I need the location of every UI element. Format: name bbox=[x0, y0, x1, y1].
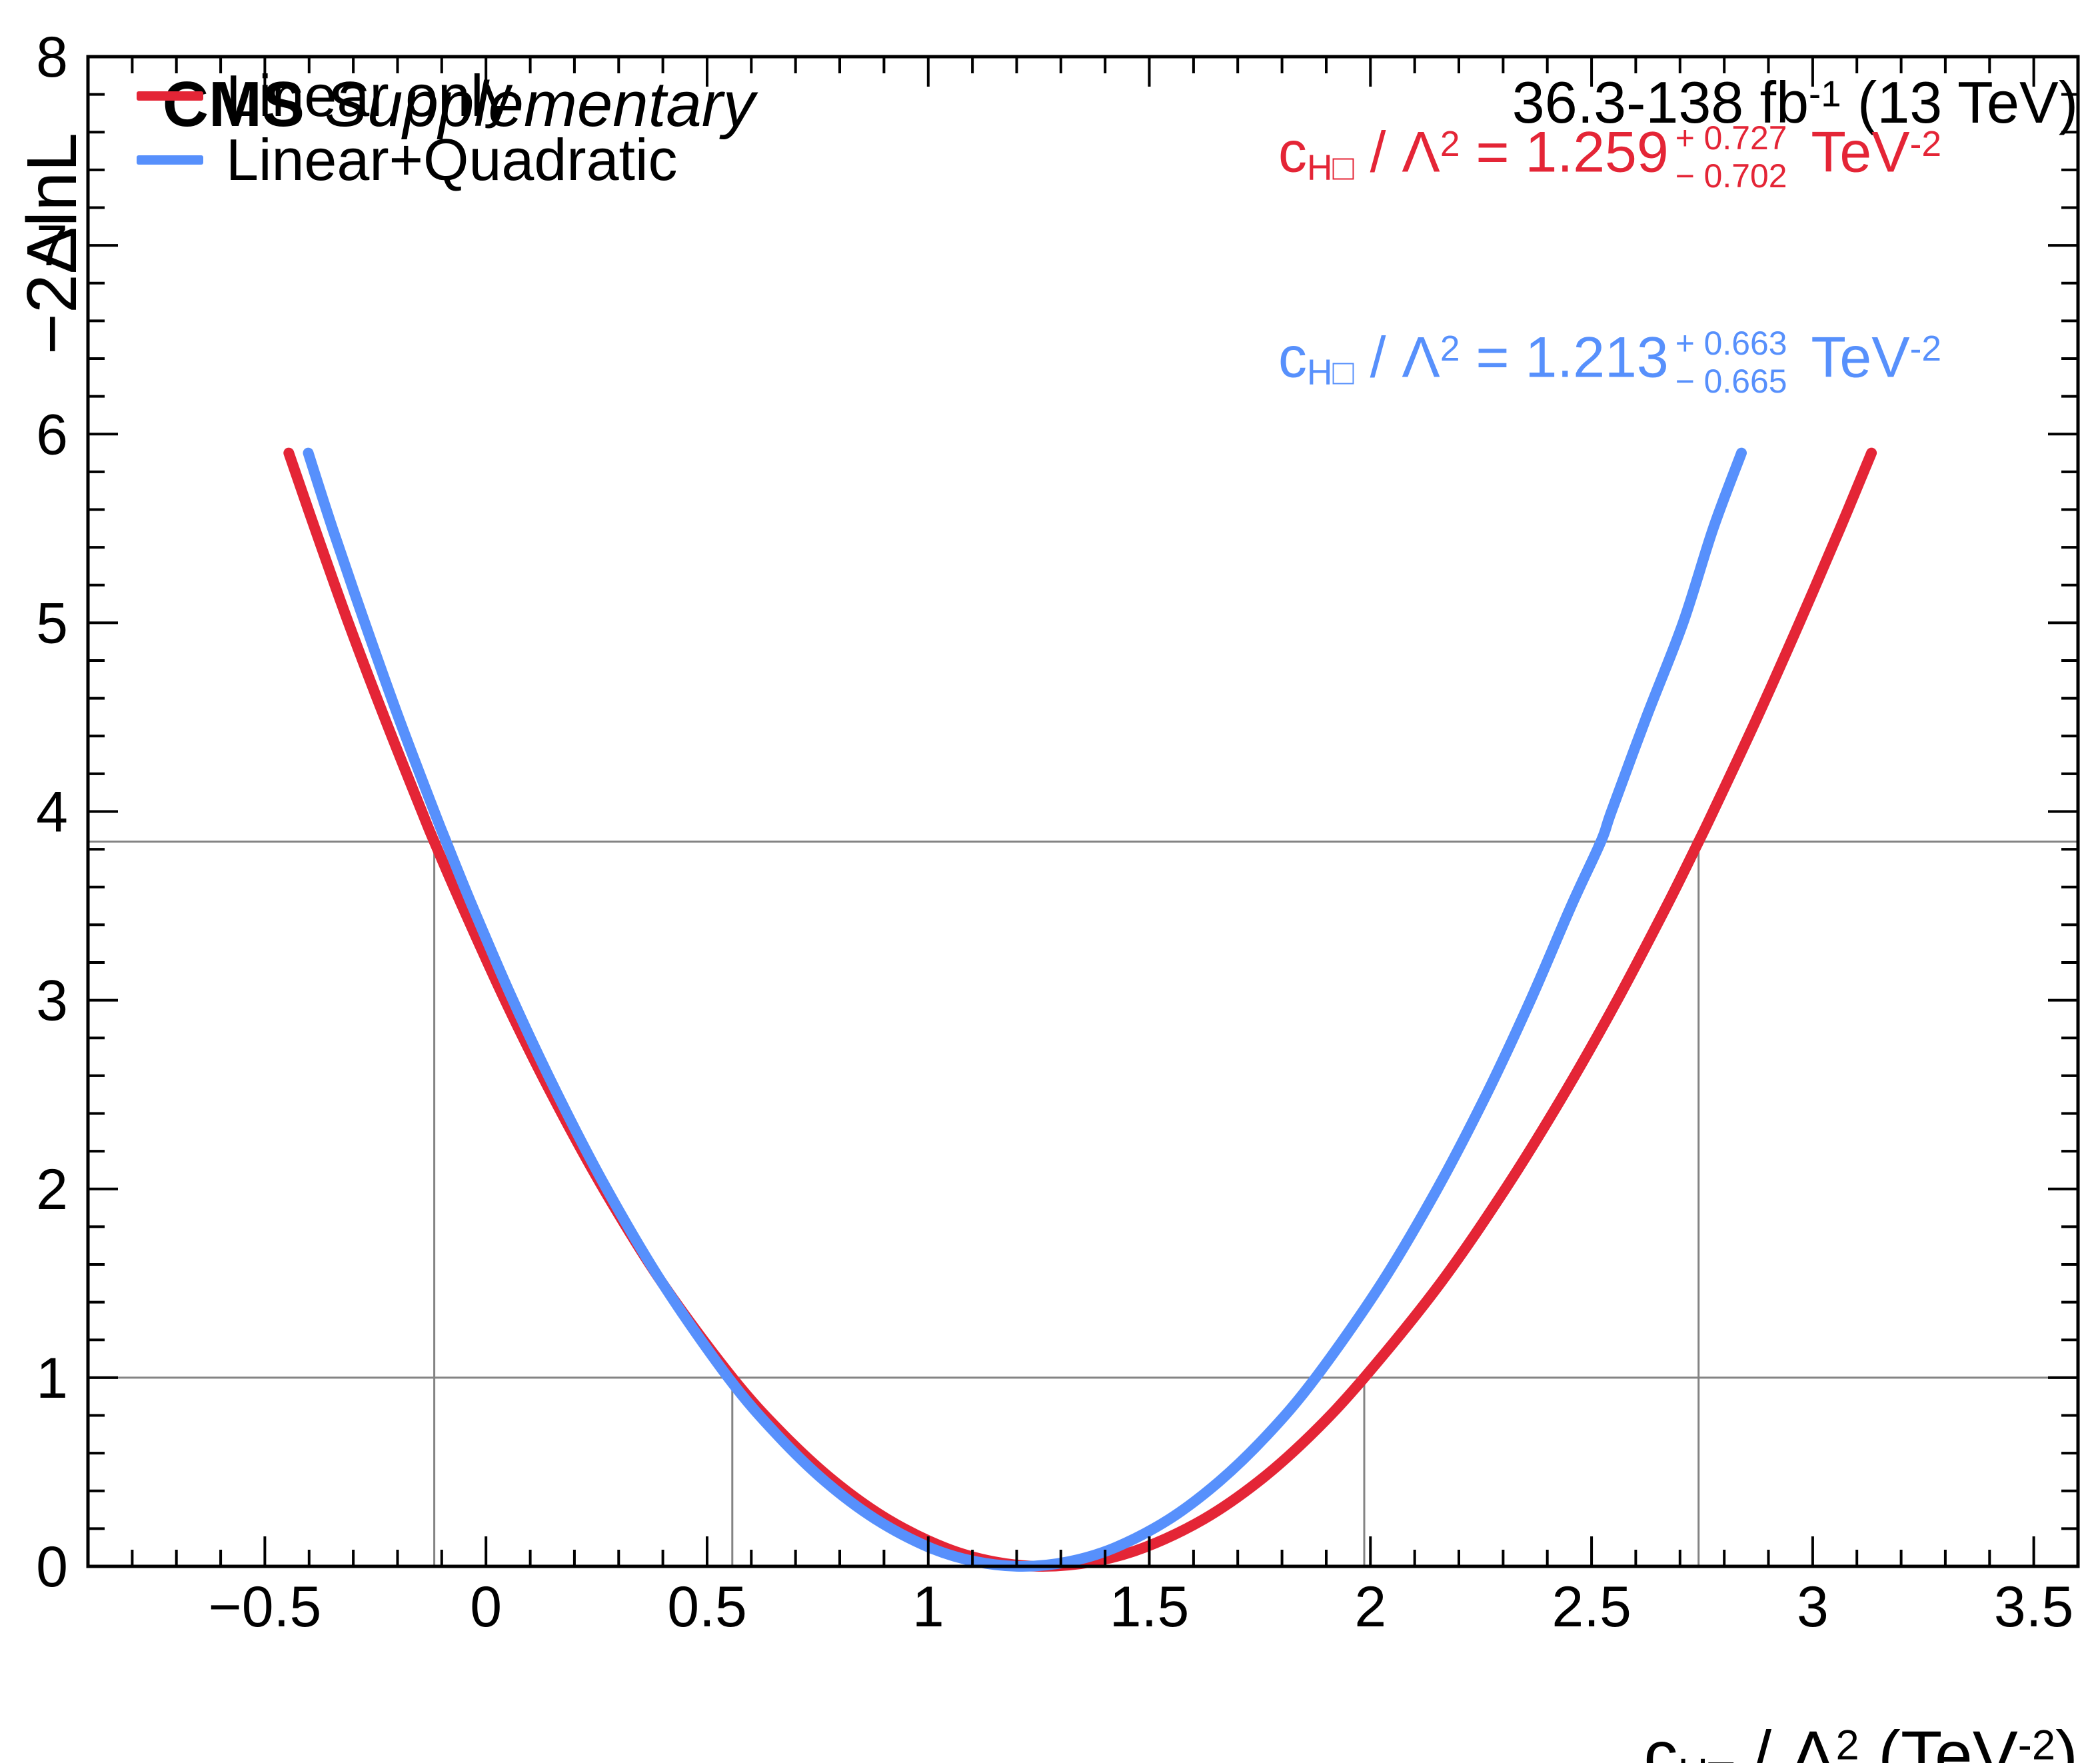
x-tick-label: 2.5 bbox=[1552, 1575, 1631, 1639]
result0-value: 1.259 bbox=[1525, 120, 1669, 185]
x-title-close: ) bbox=[2055, 1717, 2078, 1763]
supplementary-label: Supplementary bbox=[325, 68, 755, 140]
y-tick-label: 2 bbox=[36, 1158, 68, 1222]
x-title-slash: / bbox=[1733, 1717, 1791, 1763]
result1-slash: / bbox=[1354, 325, 1402, 390]
curve-linear-only bbox=[283, 447, 1877, 1572]
result0-err-up: + 0.727 bbox=[1675, 119, 1787, 157]
legend-label-linear: Linear only bbox=[226, 63, 513, 129]
result0-c: c bbox=[1278, 120, 1307, 185]
x-tick-label: 0.5 bbox=[667, 1575, 747, 1639]
result1-lambda: Λ bbox=[1402, 325, 1440, 390]
result0-lambda: Λ bbox=[1402, 120, 1440, 185]
result1-errors: + 0.663− 0.665 bbox=[1669, 325, 1795, 401]
y-tick-label: 1 bbox=[36, 1346, 68, 1410]
legend-entry-linear: Linear only bbox=[137, 63, 678, 129]
likelihood-curves bbox=[283, 447, 1877, 1572]
x-title-lambda-exp: 2 bbox=[1835, 1722, 1859, 1763]
legend-line-red bbox=[137, 91, 203, 101]
result0-unit: TeV bbox=[1795, 120, 1910, 185]
x-tick-label: 2 bbox=[1354, 1575, 1386, 1639]
plot-header-left: CMS Supplementary bbox=[91, 4, 755, 205]
y-tick-label: 3 bbox=[36, 969, 68, 1033]
y-tick-label: 7 bbox=[36, 214, 68, 278]
energy-text: (13 TeV) bbox=[1841, 69, 2078, 136]
y-tick-label: 0 bbox=[36, 1535, 68, 1599]
result0-lambda-exp: 2 bbox=[1440, 124, 1460, 164]
x-tick-label: 1 bbox=[912, 1575, 944, 1639]
result1-hbox-sub: H□ bbox=[1306, 353, 1354, 393]
y-tick-label: 8 bbox=[36, 25, 68, 89]
x-title-lambda: Λ bbox=[1790, 1717, 1836, 1763]
fit-results: cH□ / Λ2 = 1.259 + 0.727− 0.702 TeV-2 cH□… bbox=[1183, 61, 1941, 471]
legend-line-blue bbox=[137, 155, 203, 165]
result0-equals: = bbox=[1460, 120, 1526, 185]
x-title-c: c bbox=[1643, 1717, 1678, 1763]
fit-result-linear: cH□ / Λ2 = 1.259 + 0.727− 0.702 TeV-2 bbox=[1183, 61, 1941, 252]
result1-unit-exp: -2 bbox=[1909, 329, 1941, 369]
lumi-text: 36.3-138 fb bbox=[1512, 69, 1809, 136]
result1-value: 1.213 bbox=[1525, 325, 1669, 390]
cms-label: CMS bbox=[162, 68, 305, 140]
result1-unit: TeV bbox=[1795, 325, 1910, 390]
legend-entry-linear-quadratic: Linear+Quadratic bbox=[137, 127, 678, 193]
axis-ticks bbox=[87, 55, 2079, 1568]
fit-result-linear-quadratic: cH□ / Λ2 = 1.213 + 0.663− 0.665 TeV-2 bbox=[1183, 267, 1941, 457]
x-tick-label: −0.5 bbox=[209, 1575, 322, 1639]
result0-err-down: − 0.702 bbox=[1675, 157, 1787, 195]
y-axis-title: −2ΔlnL bbox=[13, 132, 91, 355]
lumi-exponent: -1 bbox=[1809, 73, 1841, 115]
y-tick-label: 5 bbox=[36, 591, 68, 655]
x-title-unit: (TeV bbox=[1859, 1717, 2018, 1763]
x-tick-label: 1.5 bbox=[1110, 1575, 1190, 1639]
legend: Linear only Linear+Quadratic bbox=[137, 63, 678, 193]
result1-err-up: + 0.663 bbox=[1675, 324, 1787, 362]
result1-err-down: − 0.665 bbox=[1675, 362, 1787, 400]
result0-hbox-sub: H□ bbox=[1306, 148, 1354, 188]
curve-linear-quadratic bbox=[303, 447, 1747, 1572]
y-tick-label: 6 bbox=[36, 403, 68, 467]
result1-equals: = bbox=[1460, 325, 1526, 390]
legend-label-linear-quadratic: Linear+Quadratic bbox=[226, 127, 678, 193]
x-title-unit-exp: -2 bbox=[2017, 1722, 2056, 1763]
guide-lines bbox=[88, 841, 2078, 1566]
x-tick-label: 3 bbox=[1797, 1575, 1829, 1639]
x-tick-label: 3.5 bbox=[1994, 1575, 2074, 1639]
result0-errors: + 0.727− 0.702 bbox=[1669, 119, 1795, 195]
y-tick-label: 4 bbox=[36, 781, 68, 845]
result1-c: c bbox=[1278, 325, 1307, 390]
x-tick-label: 0 bbox=[470, 1575, 502, 1639]
result0-unit-exp: -2 bbox=[1909, 124, 1941, 164]
axis-tick-labels: −0.5 0 0.5 1 1.5 2 2.5 3 3.5 0 1 2 3 4 5 6 7 8 bbox=[36, 25, 2073, 1639]
x-title-hbox-sub: H□ bbox=[1678, 1750, 1734, 1763]
result0-slash: / bbox=[1354, 120, 1402, 185]
result1-lambda-exp: 2 bbox=[1440, 329, 1460, 369]
x-axis-title: cH□ / Λ2 (TeV-2) bbox=[1568, 1638, 2079, 1763]
lumi-label: 36.3-138 fb-1 (13 TeV) bbox=[1447, 11, 2078, 195]
